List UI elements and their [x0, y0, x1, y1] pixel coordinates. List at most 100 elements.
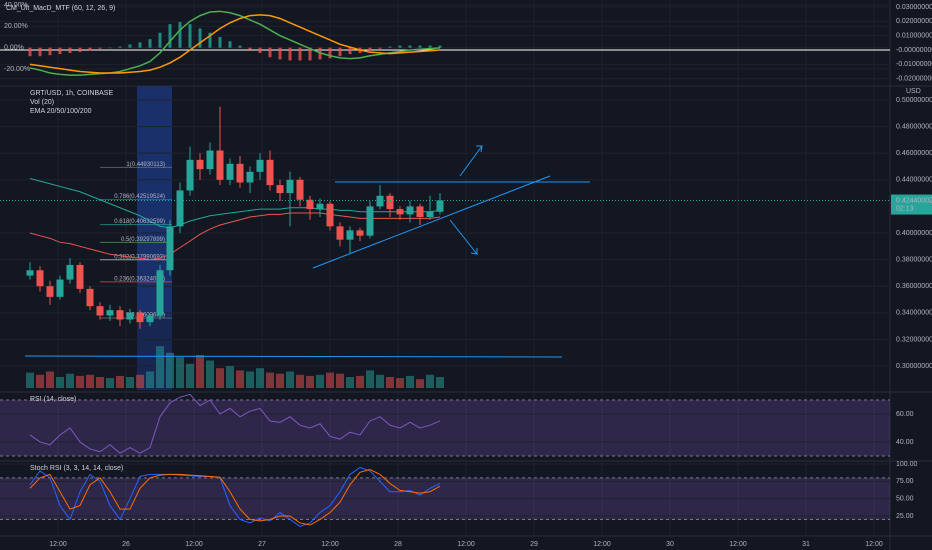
ema-legend: EMA 20/50/100/200 — [30, 108, 92, 115]
volume-bar — [386, 377, 394, 388]
x-tick-label: 12:00 — [321, 541, 339, 548]
macd-title: CM_Ult_MacD_MTF (60, 12, 26, 9) — [6, 5, 115, 12]
volume-bar — [266, 372, 274, 388]
candle-body — [266, 159, 274, 186]
y-tick-label: 60.00 — [896, 411, 914, 418]
countdown-label: 02:13 — [896, 205, 914, 212]
volume-bar — [116, 375, 124, 388]
y-tick-label: 0.48000000 — [896, 123, 932, 130]
fib-label: 0.382(0.37990693) — [114, 254, 165, 260]
candle-body — [416, 206, 424, 218]
histogram-bar — [418, 45, 422, 48]
indicator-line — [29, 10, 441, 76]
y-tick-label: 25.00 — [896, 513, 914, 520]
x-tick-label: 12:00 — [729, 541, 747, 548]
volume-bar — [296, 374, 304, 388]
candle-body — [396, 209, 404, 215]
x-tick-label: 29 — [530, 541, 538, 548]
histogram-bar — [208, 32, 212, 48]
candle-body — [356, 230, 364, 236]
candle-body — [176, 190, 184, 227]
volume-bar — [286, 371, 294, 388]
band-fill — [0, 399, 890, 456]
x-tick-label: 12:00 — [185, 541, 203, 548]
candle-body — [166, 226, 174, 271]
indicator-line — [29, 466, 441, 527]
x-tick-label: 27 — [258, 541, 266, 548]
trend-line — [312, 175, 551, 269]
candle-body — [376, 195, 384, 207]
volume-bar — [396, 378, 404, 388]
symbol-title: GRT/USD, 1h, COINBASE — [30, 90, 113, 97]
candle-body — [146, 315, 154, 323]
arrow-up — [459, 145, 483, 177]
y-tick-label: 0.34000000 — [896, 310, 932, 317]
histogram-bar — [78, 47, 82, 52]
y-tick-label: 50.00 — [896, 496, 914, 503]
candle-body — [246, 171, 254, 183]
volume-bar — [316, 374, 324, 388]
candle-body — [46, 286, 54, 297]
fib-label: 0.236(0.36324086) — [114, 276, 165, 282]
histogram-bar — [308, 47, 312, 61]
histogram-bar — [198, 28, 202, 48]
histogram-bar — [368, 47, 372, 51]
volume-bar — [196, 355, 204, 388]
x-tick-label: 26 — [122, 541, 130, 548]
histogram-bar — [98, 47, 102, 49]
volume-bar — [166, 352, 174, 388]
volume-legend: Vol (20) — [30, 99, 54, 106]
volume-bar — [376, 374, 384, 388]
fib-label: 0.786(0.42519524) — [114, 194, 165, 200]
last-price-label: 0.42440002 — [896, 197, 932, 204]
volume-bar — [96, 377, 104, 388]
volume-bar — [306, 375, 314, 388]
volume-bar — [66, 373, 74, 388]
candle-body — [196, 159, 204, 170]
volume-bar — [336, 373, 344, 388]
candle-body — [126, 312, 134, 320]
volume-bar — [406, 375, 414, 388]
histogram-bar — [148, 39, 152, 48]
histogram-bar — [298, 47, 302, 61]
histogram-bar — [398, 45, 402, 48]
histogram-bar — [128, 44, 132, 48]
drawings — [24, 145, 590, 358]
volume-bar — [26, 372, 34, 388]
volume-bar — [326, 372, 334, 388]
fib-label: 0(0.33609699) — [126, 313, 165, 319]
candle-body — [186, 159, 194, 191]
y-tick-label: -0.01000000 — [896, 61, 932, 68]
histogram-bar — [138, 42, 142, 48]
volume-bar — [426, 374, 434, 388]
y-tick-label: 0.40000000 — [896, 230, 932, 237]
y-tick-label: 40.00% — [4, 2, 28, 9]
fib-label: 1(0.44930113) — [126, 162, 165, 168]
candle-body — [216, 150, 224, 180]
volume-bar — [46, 371, 54, 388]
y-tick-label: 0.03000000 — [896, 4, 932, 11]
candle-body — [236, 163, 244, 183]
histogram-bar — [328, 47, 332, 59]
y-tick-label: 40.00 — [896, 439, 914, 446]
volume-bar — [276, 373, 284, 388]
fib-label: 0.618(0.40632599) — [114, 219, 165, 225]
last-price-box — [891, 194, 932, 215]
candle-body — [26, 270, 34, 276]
candle-body — [326, 203, 334, 227]
candle-body — [206, 150, 214, 170]
volume-bar — [136, 374, 144, 388]
candle-body — [226, 163, 234, 180]
candle-body — [76, 264, 84, 289]
candle-body — [136, 312, 144, 323]
histogram-bar — [38, 47, 42, 57]
histogram-bar — [438, 45, 442, 48]
volume-bar — [356, 375, 364, 388]
volume-bar — [106, 378, 114, 388]
candle-body — [116, 310, 124, 320]
candle-body — [286, 179, 294, 194]
candle-body — [366, 206, 374, 236]
volume-bar — [346, 377, 354, 388]
